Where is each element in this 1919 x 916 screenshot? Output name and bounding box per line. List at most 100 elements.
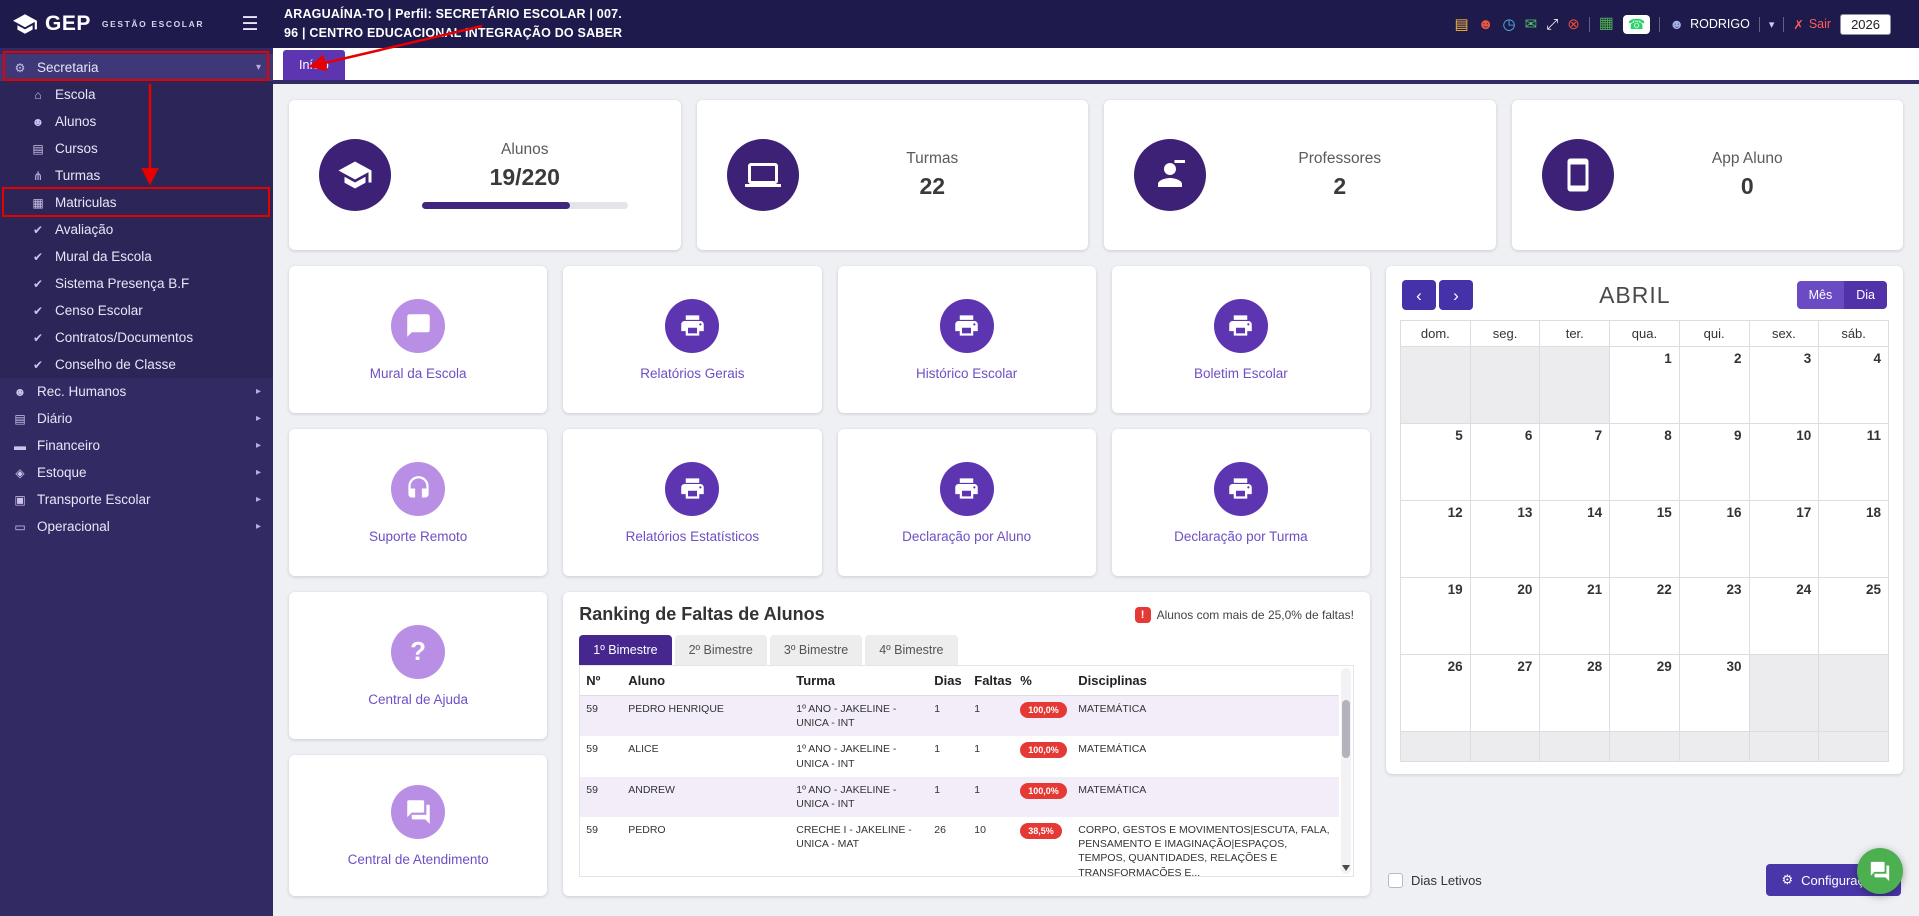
sidebar-item-secretaria[interactable]: ⚙ Secretaria ▾ (0, 54, 273, 81)
calendar-day[interactable]: 26 (1400, 654, 1471, 732)
calendar-day[interactable]: 1 (1609, 346, 1680, 424)
tab-inicio[interactable]: Início (283, 50, 345, 80)
calendar-day[interactable]: 25 (1818, 577, 1889, 655)
tab-4-bimestre[interactable]: 4º Bimestre (865, 635, 958, 665)
year-selector[interactable]: 2026 (1840, 13, 1891, 35)
calendar-day[interactable]: 4 (1818, 346, 1889, 424)
stat-card-alunos[interactable]: Alunos 19/220 (289, 100, 681, 250)
calendar-day[interactable]: 2 (1678, 346, 1750, 424)
calendar-next-button[interactable]: › (1439, 280, 1473, 310)
calendar-day[interactable]: 10 (1748, 423, 1820, 501)
calendar-prev-button[interactable]: ‹ (1402, 280, 1436, 310)
calendar-day[interactable]: 13 (1469, 500, 1541, 578)
calendar-day[interactable]: 7 (1539, 423, 1611, 501)
calendar-day[interactable]: 3 (1748, 346, 1820, 424)
sidebar-item-avaliacao[interactable]: ✔ Avaliação (0, 216, 273, 243)
stat-card-app-aluno[interactable]: App Aluno 0 (1511, 100, 1903, 250)
calendar-day[interactable]: 15 (1609, 500, 1680, 578)
calendar-day[interactable] (1469, 731, 1541, 762)
calendar-day[interactable] (1818, 654, 1889, 732)
calendar-day[interactable]: 6 (1469, 423, 1541, 501)
calendar-day[interactable] (1748, 654, 1820, 732)
table-row[interactable]: 59 PEDRO CRECHE I - JAKELINE - UNICA - M… (586, 823, 1330, 877)
calendar-day[interactable] (1400, 346, 1471, 424)
sidebar-item-conselho-de-classe[interactable]: ✔ Conselho de Classe (0, 351, 273, 378)
users-icon[interactable]: ☻ (1477, 15, 1494, 33)
calendar-day[interactable]: 22 (1609, 577, 1680, 655)
tab-2-bimestre[interactable]: 2º Bimestre (674, 635, 767, 665)
calendar-day[interactable]: 14 (1539, 500, 1611, 578)
calendar-day[interactable]: 9 (1678, 423, 1750, 501)
calendar-day[interactable]: 20 (1469, 577, 1541, 655)
card-relatorios-gerais[interactable]: Relatórios Gerais (563, 266, 822, 413)
scrollbar-thumb[interactable] (1342, 700, 1350, 758)
support-chat-fab[interactable] (1857, 848, 1903, 894)
sidebar-item-matriculas[interactable]: ▦ Matriculas (0, 189, 273, 216)
app-logo[interactable]: GEP GESTÃO ESCOLAR (0, 11, 230, 37)
table-row[interactable]: 59 ANDREW 1º ANO - JAKELINE - UNICA - IN… (580, 776, 1339, 818)
table-row[interactable]: 59 PEDRO HENRIQUE 1º ANO - JAKELINE - UN… (580, 695, 1339, 737)
sidebar-item-censo-escolar[interactable]: ✔ Censo Escolar (0, 297, 273, 324)
stat-card-turmas[interactable]: Turmas 22 (696, 100, 1088, 250)
close-icon[interactable]: ⊗ (1567, 15, 1580, 33)
calendar-day[interactable]: 16 (1678, 500, 1750, 578)
chat-icon[interactable]: ✉ (1524, 15, 1538, 33)
sidebar-item-transporte-escolar[interactable]: ▣ Transporte Escolar ▸ (0, 486, 273, 513)
card-historico-escolar[interactable]: Histórico Escolar (837, 266, 1096, 413)
calendar-view-day-button[interactable]: Dia (1844, 281, 1887, 309)
calendar-day[interactable]: 28 (1539, 654, 1611, 732)
calendar-day[interactable]: 18 (1818, 500, 1889, 578)
grid-icon[interactable]: ▦ (1598, 15, 1614, 32)
card-boletim-escolar[interactable]: Boletim Escolar (1111, 266, 1370, 413)
sidebar-item-financeiro[interactable]: ▬ Financeiro ▸ (14, 438, 261, 453)
clock-icon[interactable]: ◷ (1502, 15, 1516, 33)
card-central-de-ajuda[interactable]: ? Central de Ajuda (289, 592, 548, 739)
tab-3-bimestre[interactable]: 3º Bimestre (769, 635, 863, 665)
chevron-down-icon[interactable]: ▾ (1768, 18, 1775, 31)
calendar-day[interactable] (1400, 731, 1471, 762)
sidebar-item-rec-humanos[interactable]: ☻ Rec. Humanos ▸ (13, 384, 261, 399)
card-suporte-remoto[interactable]: Suporte Remoto (289, 429, 548, 576)
sidebar-item-contratos-documentos[interactable]: ✔ Contratos/Documentos (0, 324, 273, 351)
calendar-day[interactable]: 21 (1539, 577, 1611, 655)
table-row[interactable]: 59 ALICE 1º ANO - JAKELINE - UNICA - INT… (586, 742, 1147, 770)
calendar-view-month-button[interactable]: Mês (1796, 281, 1845, 309)
calendar-day[interactable] (1678, 731, 1750, 762)
calendar-day[interactable]: 30 (1678, 654, 1750, 732)
sidebar-item-alunos[interactable]: ☻ Alunos (0, 108, 273, 135)
scrollbar-down-arrow-icon[interactable] (1342, 865, 1350, 871)
sidebar-item-sistema-presenca[interactable]: ✔ Sistema Presença B.F (0, 270, 273, 297)
dias-letivos-toggle[interactable]: Dias Letivos (1388, 872, 1482, 888)
calendar-day[interactable]: 8 (1609, 423, 1680, 501)
calendar-day[interactable]: 12 (1400, 500, 1471, 578)
card-central-de-atendimento[interactable]: Central de Atendimento (289, 755, 548, 896)
tab-1-bimestre[interactable]: 1º Bimestre (579, 635, 672, 665)
calendar-day[interactable]: 23 (1678, 577, 1750, 655)
card-mural-da-escola[interactable]: Mural da Escola (289, 266, 548, 413)
menu-toggle-icon[interactable]: ☰ (241, 13, 259, 35)
card-declaracao-por-aluno[interactable]: Declaração por Aluno (837, 429, 1096, 576)
calendar-day[interactable] (1609, 731, 1680, 762)
stat-card-professores[interactable]: Professores 2 (1104, 100, 1496, 250)
calendar-day[interactable]: 17 (1748, 500, 1820, 578)
sidebar-item-cursos[interactable]: ▤ Cursos (0, 135, 273, 162)
sidebar-item-diario[interactable]: ▤ Diário ▸ (0, 405, 273, 432)
calendar-day[interactable]: 29 (1609, 654, 1680, 732)
sidebar-item-turmas[interactable]: ⋔ Turmas (0, 162, 273, 189)
calendar-day[interactable]: 19 (1400, 577, 1471, 655)
calendar-day[interactable]: 5 (1400, 423, 1471, 501)
calendar-day[interactable] (1539, 346, 1611, 424)
calendar-day[interactable] (1539, 731, 1611, 762)
whatsapp-icon[interactable]: ☎ (1622, 14, 1651, 34)
sidebar-item-escola[interactable]: ⌂ Escola (0, 81, 273, 108)
calendar-day[interactable] (1748, 731, 1820, 762)
sidebar-item-mural-da-escola[interactable]: ✔ Mural da Escola (0, 243, 273, 270)
scrollbar[interactable] (1341, 668, 1351, 874)
card-relatorios-estatisticos[interactable]: Relatórios Estatísticos (563, 429, 822, 576)
calendar-day[interactable]: 27 (1469, 654, 1541, 732)
fullscreen-icon[interactable]: ⤢ (1546, 15, 1559, 33)
logout-button[interactable]: ✗ Sair (1793, 17, 1831, 32)
card-declaracao-por-turma[interactable]: Declaração por Turma (1111, 429, 1370, 576)
sidebar-item-estoque[interactable]: ◈ Estoque ▸ (0, 459, 273, 486)
calendar-day[interactable] (1818, 731, 1889, 762)
